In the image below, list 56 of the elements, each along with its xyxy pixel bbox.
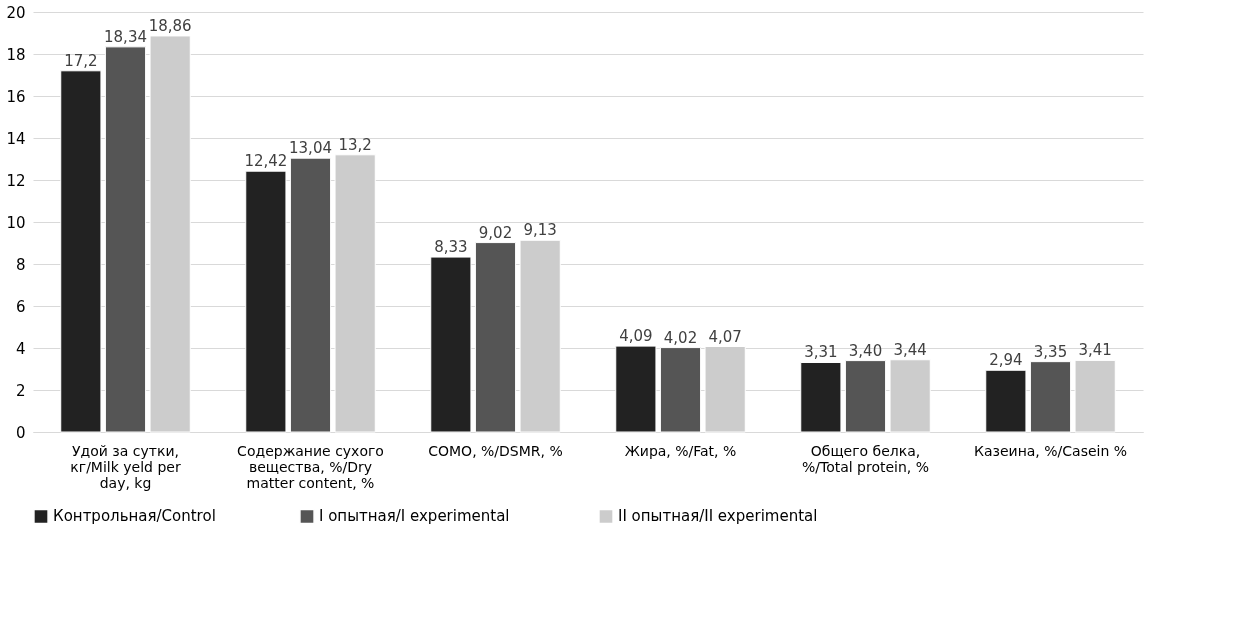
bar	[334, 154, 376, 433]
y-tick-label: 4	[15, 339, 26, 358]
bar	[889, 359, 931, 433]
data-label: 3,31	[804, 343, 838, 362]
x-tick-label: Общего белка, %/Total protein, %	[801, 442, 930, 475]
data-label: 4,07	[708, 327, 742, 346]
y-tick-label: 8	[15, 255, 26, 274]
data-label: 18,34	[104, 27, 147, 46]
data-label: 9,13	[523, 221, 557, 240]
y-tick-label: 6	[15, 297, 26, 316]
bar	[474, 242, 517, 433]
bar	[615, 345, 657, 433]
y-tick-label: 16	[6, 87, 26, 106]
legend-label: II опытная/II experimental	[618, 507, 818, 526]
bar	[430, 256, 472, 433]
data-label: 4,09	[619, 327, 653, 346]
data-label: 2,94	[989, 351, 1023, 370]
data-label: 9,02	[478, 223, 513, 242]
bar	[149, 35, 191, 433]
x-tick-label: Казеина, %/Casein %	[973, 442, 1128, 459]
y-tick-label: 14	[6, 129, 26, 148]
bar	[844, 360, 887, 433]
bar	[659, 347, 702, 433]
data-label: 3,40	[848, 341, 883, 360]
bar	[800, 361, 842, 433]
data-label: 18,86	[148, 16, 192, 35]
data-label: 3,44	[893, 340, 927, 359]
bar	[60, 70, 102, 433]
legend-label: I опытная/I experimental	[319, 507, 510, 526]
bar	[104, 46, 147, 433]
data-label: 17,2	[64, 51, 98, 70]
data-label: 3,35	[1033, 342, 1068, 361]
data-label: 3,41	[1078, 341, 1112, 360]
y-tick-label: 18	[6, 45, 26, 64]
bar	[519, 239, 561, 433]
data-label: 13,2	[338, 135, 372, 154]
bar	[985, 369, 1027, 433]
x-tick-label: Жира, %/Fat, %	[624, 442, 737, 459]
bar	[704, 346, 746, 433]
data-label: 12,42	[244, 152, 288, 171]
y-tick-label: 12	[6, 171, 26, 190]
x-tick-label: Содержание сухого вещества, %/Dry matter content, %	[237, 442, 384, 491]
y-tick-label: 2	[15, 381, 26, 400]
data-label: 4,02	[663, 328, 698, 347]
bar	[1074, 359, 1116, 433]
x-tick-label: Удой за сутки, кг/Milk yeld per day, kg	[70, 442, 181, 491]
y-tick-label: 20	[6, 3, 26, 22]
x-tick-label: СОМО, %/DSMR, %	[428, 442, 563, 459]
data-label: 13,04	[289, 139, 332, 158]
bar	[1029, 361, 1072, 433]
data-label: 8,33	[434, 238, 468, 257]
legend-label: Контрольная/Control	[53, 507, 216, 526]
y-tick-label: 0	[15, 423, 26, 442]
y-tick-label: 10	[6, 213, 26, 232]
bar	[245, 170, 287, 433]
bar	[289, 157, 332, 433]
